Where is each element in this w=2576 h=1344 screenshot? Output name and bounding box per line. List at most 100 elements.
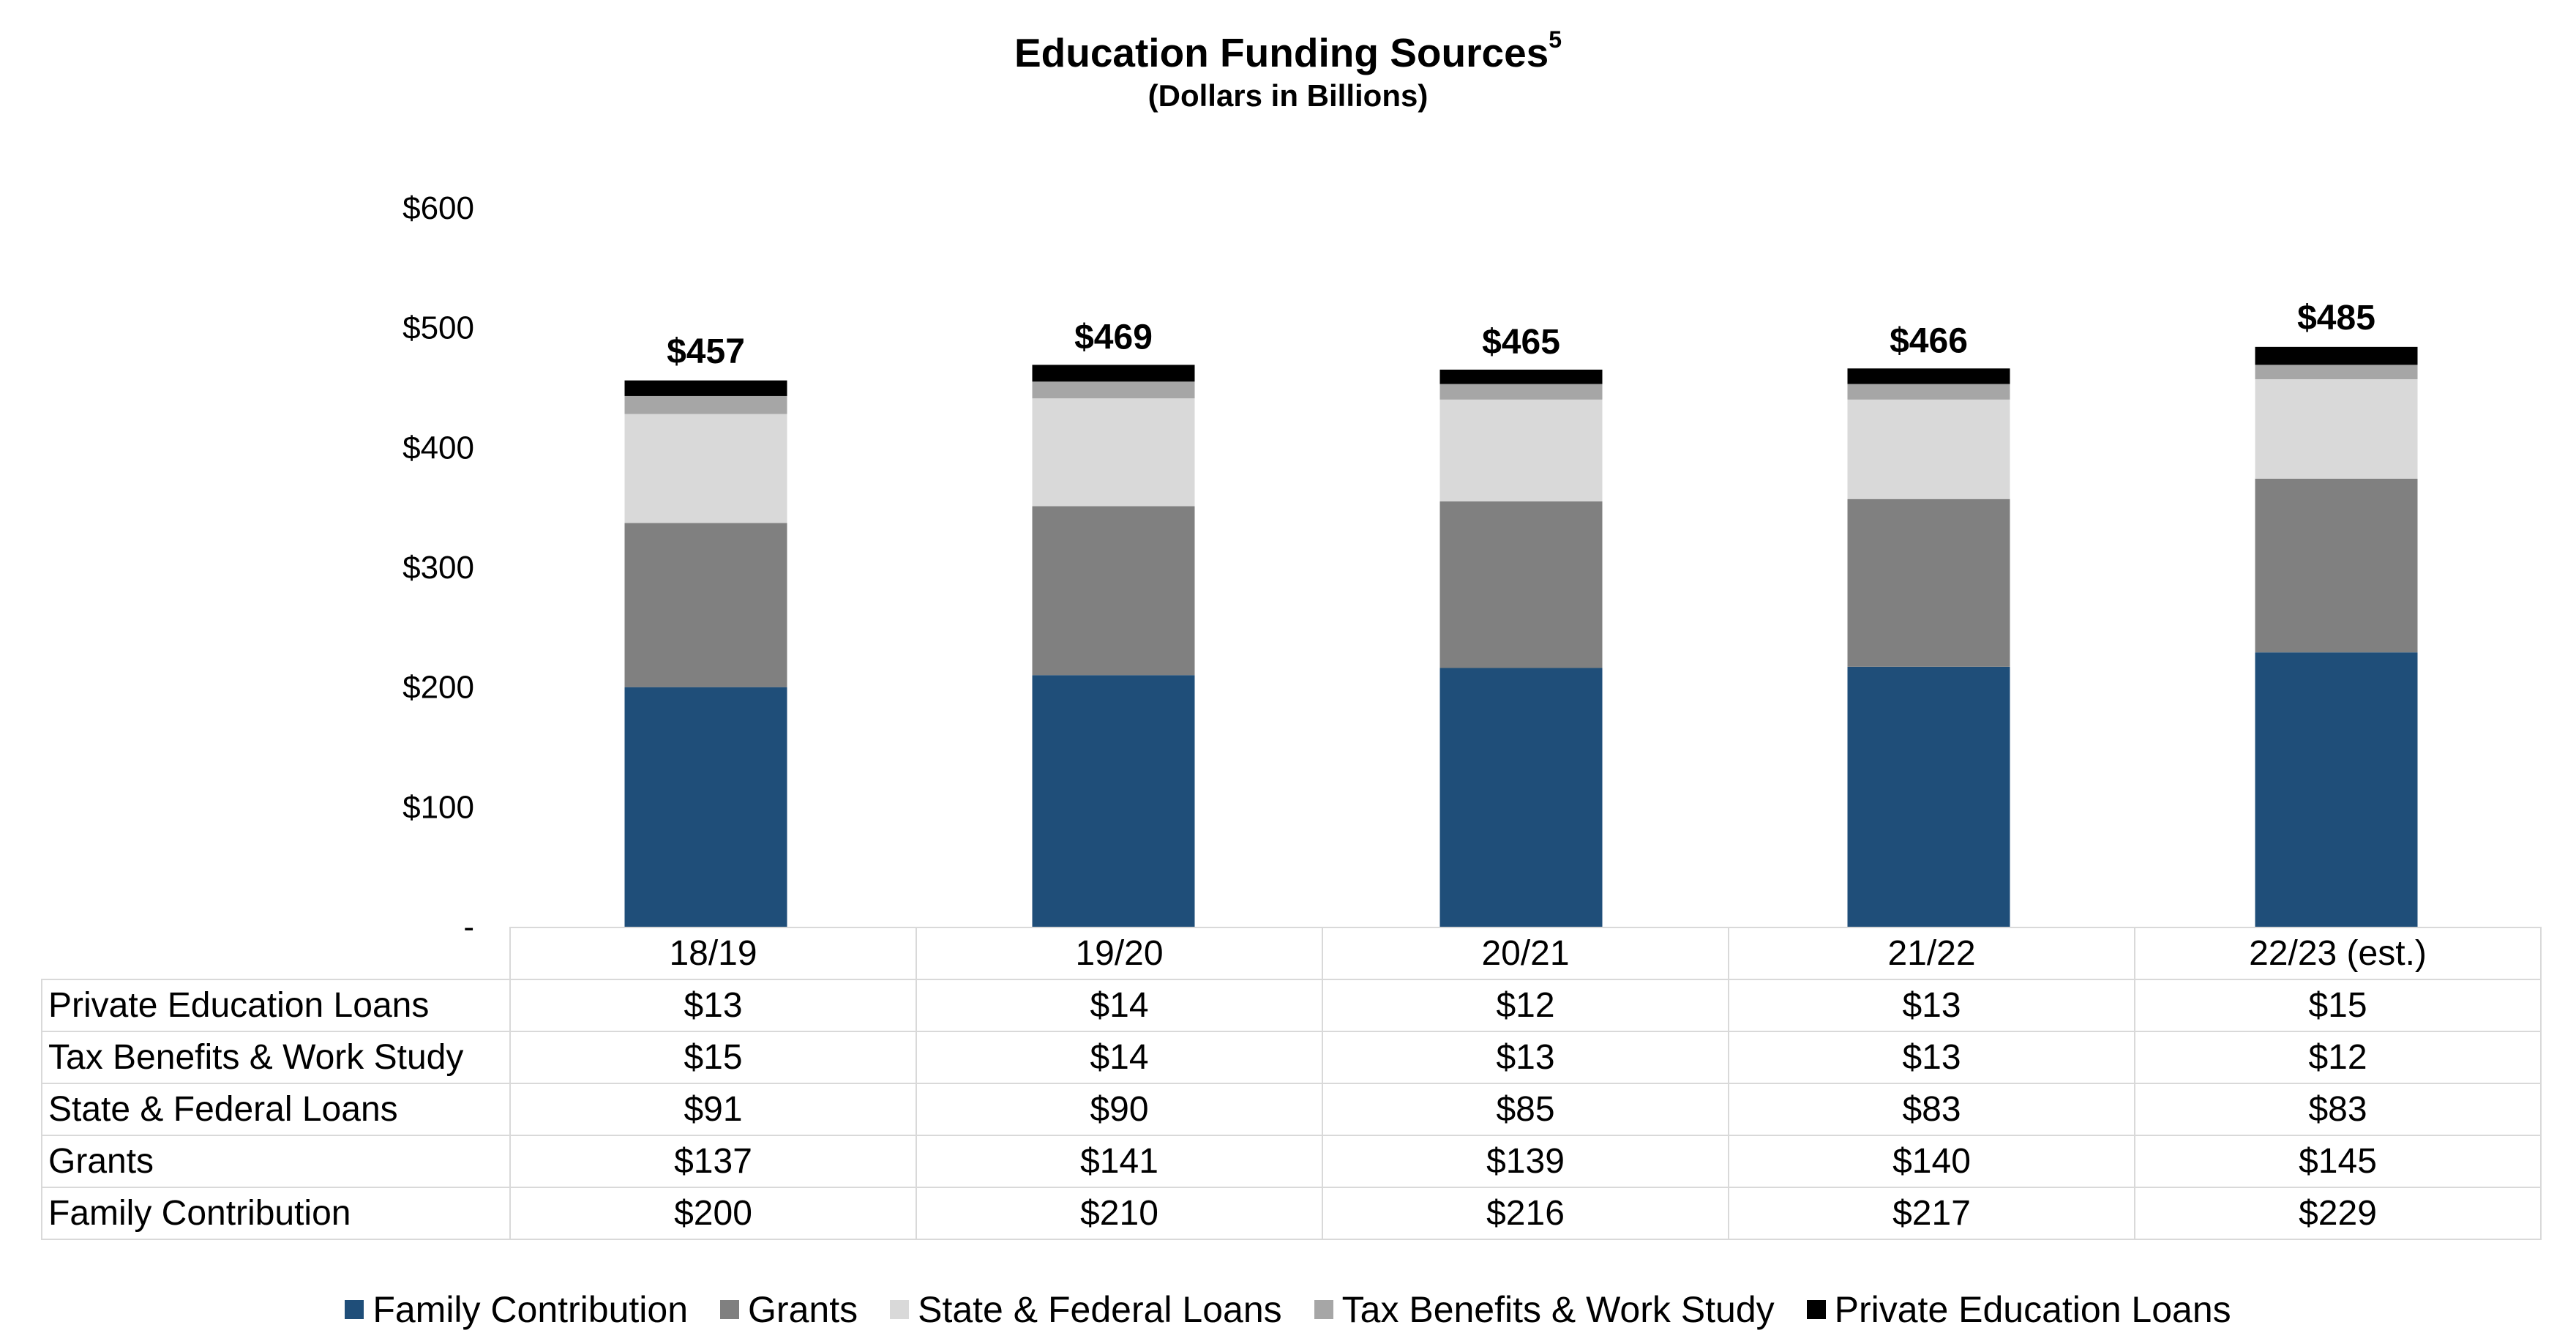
table-row-label: Private Education Loans <box>41 979 511 1032</box>
table-cell: $200 <box>509 1187 917 1240</box>
table-cell: $85 <box>1322 1083 1729 1136</box>
legend-item: State & Federal Loans <box>890 1288 1282 1331</box>
table-row: Grants $137 $141 $139 $140 $145 <box>41 1135 2542 1188</box>
table-cell: $13 <box>1728 1031 2135 1084</box>
table-cell: $15 <box>2134 979 2542 1032</box>
table-cell: $12 <box>1322 979 1729 1032</box>
bar-segment-grants <box>1032 506 1195 676</box>
legend-swatch <box>1806 1300 1826 1319</box>
table-cell: $139 <box>1322 1135 1729 1188</box>
y-tick-label: $600 <box>402 190 474 226</box>
table-header-row: 18/19 19/20 20/21 21/22 22/23 (est.) <box>42 927 2542 980</box>
y-tick-label: $400 <box>402 430 474 466</box>
table-row-label: Grants <box>41 1135 511 1188</box>
bar-total-label: $469 <box>1074 318 1153 356</box>
table-cell: $140 <box>1728 1135 2135 1188</box>
bar-segment-tax-benefits-work-study <box>1032 381 1195 399</box>
table-cell: $229 <box>2134 1187 2542 1240</box>
table-cell: $83 <box>2134 1083 2542 1136</box>
bar-total-label: $465 <box>1482 323 1560 362</box>
bar-segment-tax-benefits-work-study <box>1847 384 2010 400</box>
table-category-header: 18/19 <box>509 927 917 980</box>
table-cell: $14 <box>916 979 1323 1032</box>
bar-segment-state-federal-loans <box>1847 399 2010 499</box>
table-row: Family Contribution $200 $210 $216 $217 $229 <box>41 1187 2542 1240</box>
table-cell: $141 <box>916 1135 1323 1188</box>
table-category-header: 22/23 (est.) <box>2134 927 2542 980</box>
table-cell: $145 <box>2134 1135 2542 1188</box>
table-category-header: 20/21 <box>1322 927 1729 980</box>
table-cell: $217 <box>1728 1187 2135 1240</box>
table-cell: $137 <box>509 1135 917 1188</box>
legend-swatch <box>345 1300 364 1319</box>
bar-total-label: $485 <box>2297 299 2375 337</box>
data-table: 18/19 19/20 20/21 21/22 22/23 (est.) Private … <box>41 927 2542 1240</box>
bar-segment-state-federal-loans <box>1032 398 1195 507</box>
y-tick-label: $100 <box>402 789 474 825</box>
legend-item: Grants <box>720 1288 858 1331</box>
table-cell: $83 <box>1728 1083 2135 1136</box>
legend-swatch <box>1314 1300 1333 1319</box>
legend-label: Grants <box>748 1289 858 1330</box>
legend-item: Family Contribution <box>345 1288 688 1331</box>
bar-segment-grants <box>2255 478 2418 653</box>
chart-subtitle: (Dollars in Billions) <box>1147 78 1429 113</box>
table-cell: $13 <box>509 979 917 1032</box>
table-corner <box>42 927 511 980</box>
table-cell: $12 <box>2134 1031 2542 1084</box>
bar-segment-family-contribution <box>1032 675 1195 927</box>
y-tick-label: $500 <box>402 310 474 346</box>
table-row-label: Family Contribution <box>41 1187 511 1240</box>
bar-segment-family-contribution <box>1439 668 1603 927</box>
bar-segment-tax-benefits-work-study <box>624 395 787 414</box>
chart-title-superscript: 5 <box>1549 26 1562 53</box>
table-category-header: 21/22 <box>1728 927 2135 980</box>
table-row-label: Tax Benefits & Work Study <box>41 1031 511 1084</box>
bar-segment-private-education-loans <box>1032 365 1195 382</box>
bar-segment-grants <box>1439 501 1603 668</box>
legend-item: Private Education Loans <box>1806 1288 2231 1331</box>
bar-segment-family-contribution <box>1847 666 2010 927</box>
bar-segment-private-education-loans <box>1847 368 2010 384</box>
table-category-header: 19/20 <box>916 927 1323 980</box>
legend-label: Tax Benefits & Work Study <box>1341 1289 1775 1330</box>
table-cell: $13 <box>1322 1031 1729 1084</box>
bar-total-label: $466 <box>1890 321 1968 360</box>
table-cell: $14 <box>916 1031 1323 1084</box>
table-cell: $15 <box>509 1031 917 1084</box>
y-tick-label: $200 <box>402 670 474 706</box>
legend-item: Tax Benefits & Work Study <box>1314 1288 1775 1331</box>
table-cell: $210 <box>916 1187 1323 1240</box>
legend-label: State & Federal Loans <box>918 1289 1282 1330</box>
bar-segment-private-education-loans <box>2255 346 2418 365</box>
bar-segment-grants <box>624 523 787 687</box>
chart-plot: -$100$200$300$400$500$600$457 $469 $465 $46… <box>402 190 2418 937</box>
bar-segment-family-contribution <box>2255 652 2418 927</box>
bar-segment-family-contribution <box>624 687 787 927</box>
table-row: State & Federal Loans $91 $90 $85 $83 $83 <box>41 1083 2542 1136</box>
y-tick-label: $300 <box>402 550 474 586</box>
table-cell: $216 <box>1322 1187 1729 1240</box>
legend-label: Private Education Loans <box>1834 1289 2231 1330</box>
chart-legend: Family Contribution Grants State & Federal… <box>0 1288 2576 1331</box>
bar-segment-state-federal-loans <box>624 414 787 523</box>
table-row: Private Education Loans $13 $14 $12 $13 $15 <box>41 979 2542 1032</box>
chart-title: Education Funding Sources5 <box>0 28 2576 78</box>
bar-total-label: $457 <box>667 332 745 371</box>
bar-segment-private-education-loans <box>624 380 787 396</box>
bar-segment-state-federal-loans <box>1439 399 1603 501</box>
legend-swatch <box>890 1300 910 1319</box>
bar-segment-state-federal-loans <box>2255 379 2418 479</box>
table-cell: $13 <box>1728 979 2135 1032</box>
table-row: Tax Benefits & Work Study $15 $14 $13 $13 $12 <box>41 1031 2542 1084</box>
bar-segment-tax-benefits-work-study <box>1439 384 1603 400</box>
table-row-label: State & Federal Loans <box>41 1083 511 1136</box>
bar-segment-grants <box>1847 499 2010 667</box>
table-cell: $91 <box>509 1083 917 1136</box>
bar-segment-private-education-loans <box>1439 369 1603 384</box>
bar-segment-tax-benefits-work-study <box>2255 365 2418 380</box>
legend-label: Family Contribution <box>372 1289 689 1330</box>
chart-title-text: Education Funding Sources <box>1014 30 1549 75</box>
legend-swatch <box>720 1300 740 1319</box>
table-cell: $90 <box>916 1083 1323 1136</box>
